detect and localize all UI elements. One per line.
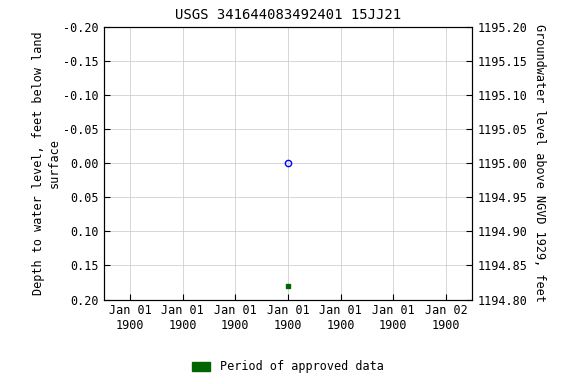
Title: USGS 341644083492401 15JJ21: USGS 341644083492401 15JJ21 <box>175 8 401 22</box>
Legend: Period of approved data: Period of approved data <box>188 356 388 378</box>
Y-axis label: Groundwater level above NGVD 1929, feet: Groundwater level above NGVD 1929, feet <box>533 24 545 302</box>
Y-axis label: Depth to water level, feet below land
surface: Depth to water level, feet below land su… <box>32 31 60 295</box>
